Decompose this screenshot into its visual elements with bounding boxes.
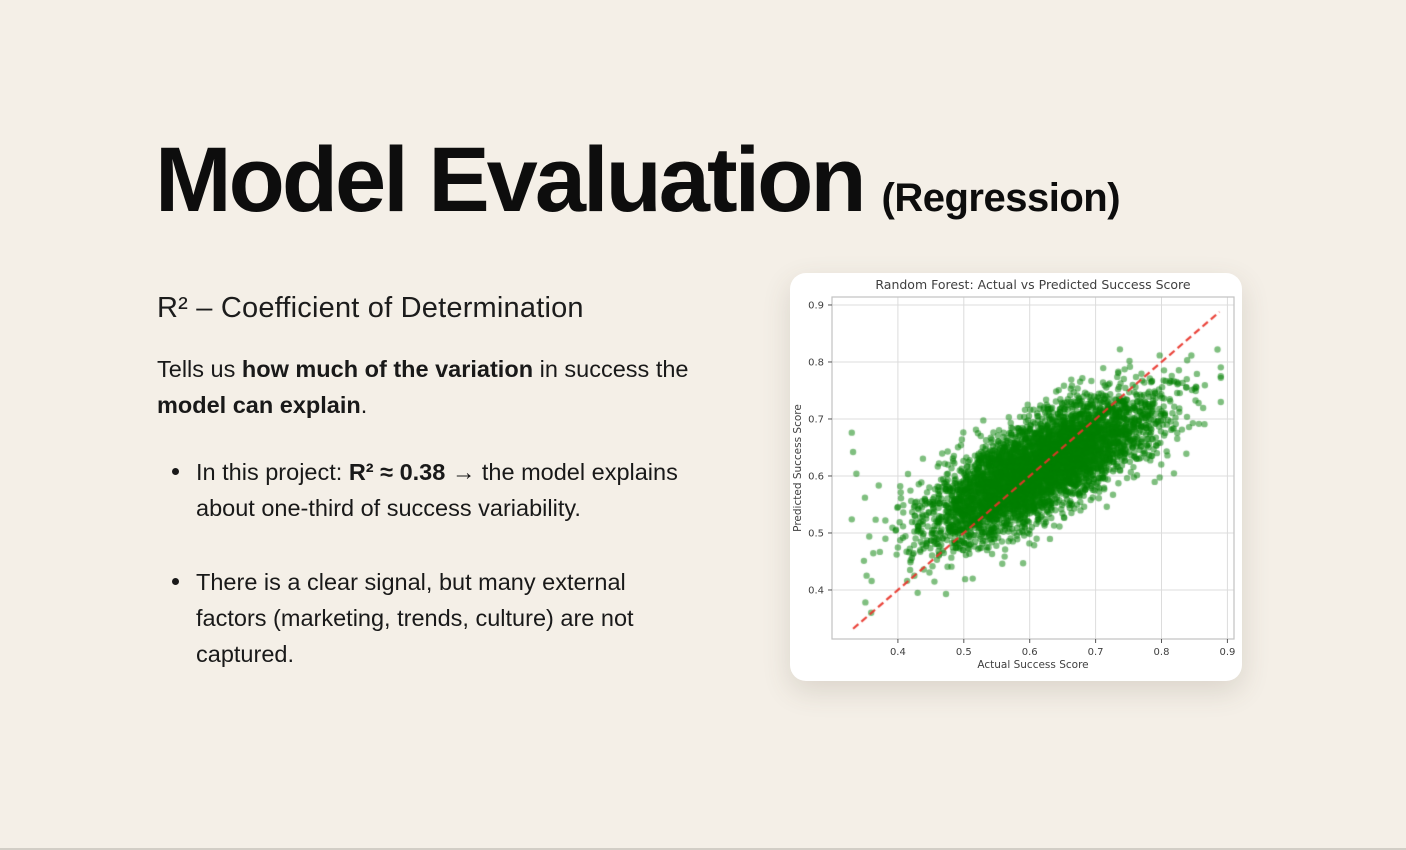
text-run: → the model explains about one-third of … bbox=[196, 459, 678, 522]
bold-text: how much of the variation bbox=[241, 356, 534, 383]
bold-text: R² ≈ 0.38 bbox=[348, 459, 446, 486]
intro-paragraph: Tells us how much of the variation in su… bbox=[157, 351, 702, 423]
x-tick-label: 0.4 bbox=[890, 647, 906, 658]
y-axis-label: Predicted Success Score bbox=[792, 404, 804, 532]
y-tick-label: 0.6 bbox=[808, 471, 824, 482]
bold-text: model can explain bbox=[157, 392, 361, 419]
x-tick-label: 0.8 bbox=[1154, 647, 1170, 658]
text-run: In this project: bbox=[196, 459, 349, 486]
chart-card: 0.4 0.5 0.6 0.7 0.8 0.9 0.4 0.5 0.6 0.7 0.8 0.9 Rand… bbox=[790, 273, 1242, 681]
y-tick-label: 0.4 bbox=[808, 585, 824, 596]
x-tick-label: 0.6 bbox=[1022, 647, 1038, 658]
title-row: Model Evaluation (Regression) bbox=[155, 129, 1121, 231]
text-run: . bbox=[360, 392, 368, 419]
y-tick-label: 0.8 bbox=[808, 357, 824, 368]
x-tick-label: 0.5 bbox=[956, 647, 972, 658]
y-tick-label: 0.5 bbox=[808, 528, 824, 539]
text-column: R² – Coefficient of Determination Tells … bbox=[157, 290, 702, 672]
bullet-item: In this project: R² ≈ 0.38 → the model e… bbox=[157, 454, 702, 526]
bullet-item: There is a clear signal, but many extern… bbox=[157, 564, 702, 672]
scatter-plot: 0.4 0.5 0.6 0.7 0.8 0.9 0.4 0.5 0.6 0.7 0.8 0.9 Rand… bbox=[790, 273, 1242, 681]
bullet-list: In this project: R² ≈ 0.38 → the model e… bbox=[157, 454, 702, 672]
text-run: Tells us bbox=[157, 356, 242, 383]
x-tick-label: 0.9 bbox=[1219, 647, 1235, 658]
section-heading: R² – Coefficient of Determination bbox=[157, 292, 584, 324]
page-title-suffix: (Regression) bbox=[881, 176, 1121, 220]
text-run: in success the bbox=[533, 356, 689, 383]
slide-bottom-edge bbox=[0, 848, 1406, 850]
y-tick-label: 0.7 bbox=[808, 414, 824, 425]
plot-title: Random Forest: Actual vs Predicted Succe… bbox=[875, 277, 1191, 292]
page-title: Model Evaluation bbox=[155, 129, 867, 231]
scatter-points-layer bbox=[832, 297, 1234, 639]
x-axis-label: Actual Success Score bbox=[977, 659, 1088, 671]
text-run: There is a clear signal, but many extern… bbox=[196, 569, 634, 668]
x-tick-label: 0.7 bbox=[1088, 647, 1104, 658]
y-tick-label: 0.9 bbox=[808, 300, 824, 311]
